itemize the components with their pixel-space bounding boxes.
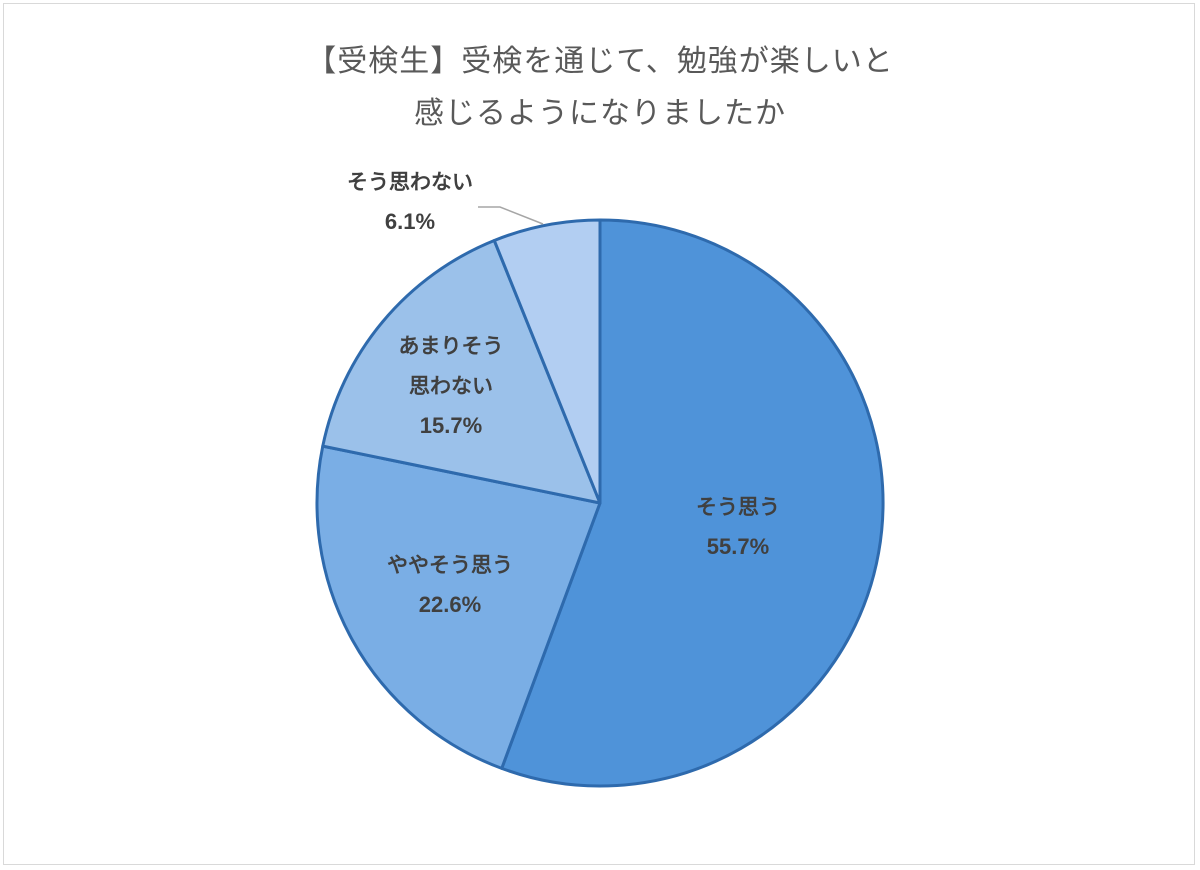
pie-slice-3 (492, 218, 602, 505)
pie-slice-0 (500, 218, 885, 788)
pie-slice-2 (321, 238, 602, 505)
pie-slice-1 (315, 444, 602, 770)
chart-title-line1: 【受検生】受検を通じて、勉強が楽しいと (306, 44, 894, 79)
label-yaya-sou-omou: ややそう思う 22.6% (387, 553, 513, 617)
chart-title-line2: 感じるようになりましたか (414, 96, 786, 131)
label-sou-omowanai: そう思わない 6.1% (347, 170, 473, 234)
leader-line (478, 206, 544, 225)
label-sou-omou: そう思う 55.7% (696, 495, 780, 559)
label-amari-sou-omowanai: あまりそう 思わない 15.7% (398, 334, 504, 438)
